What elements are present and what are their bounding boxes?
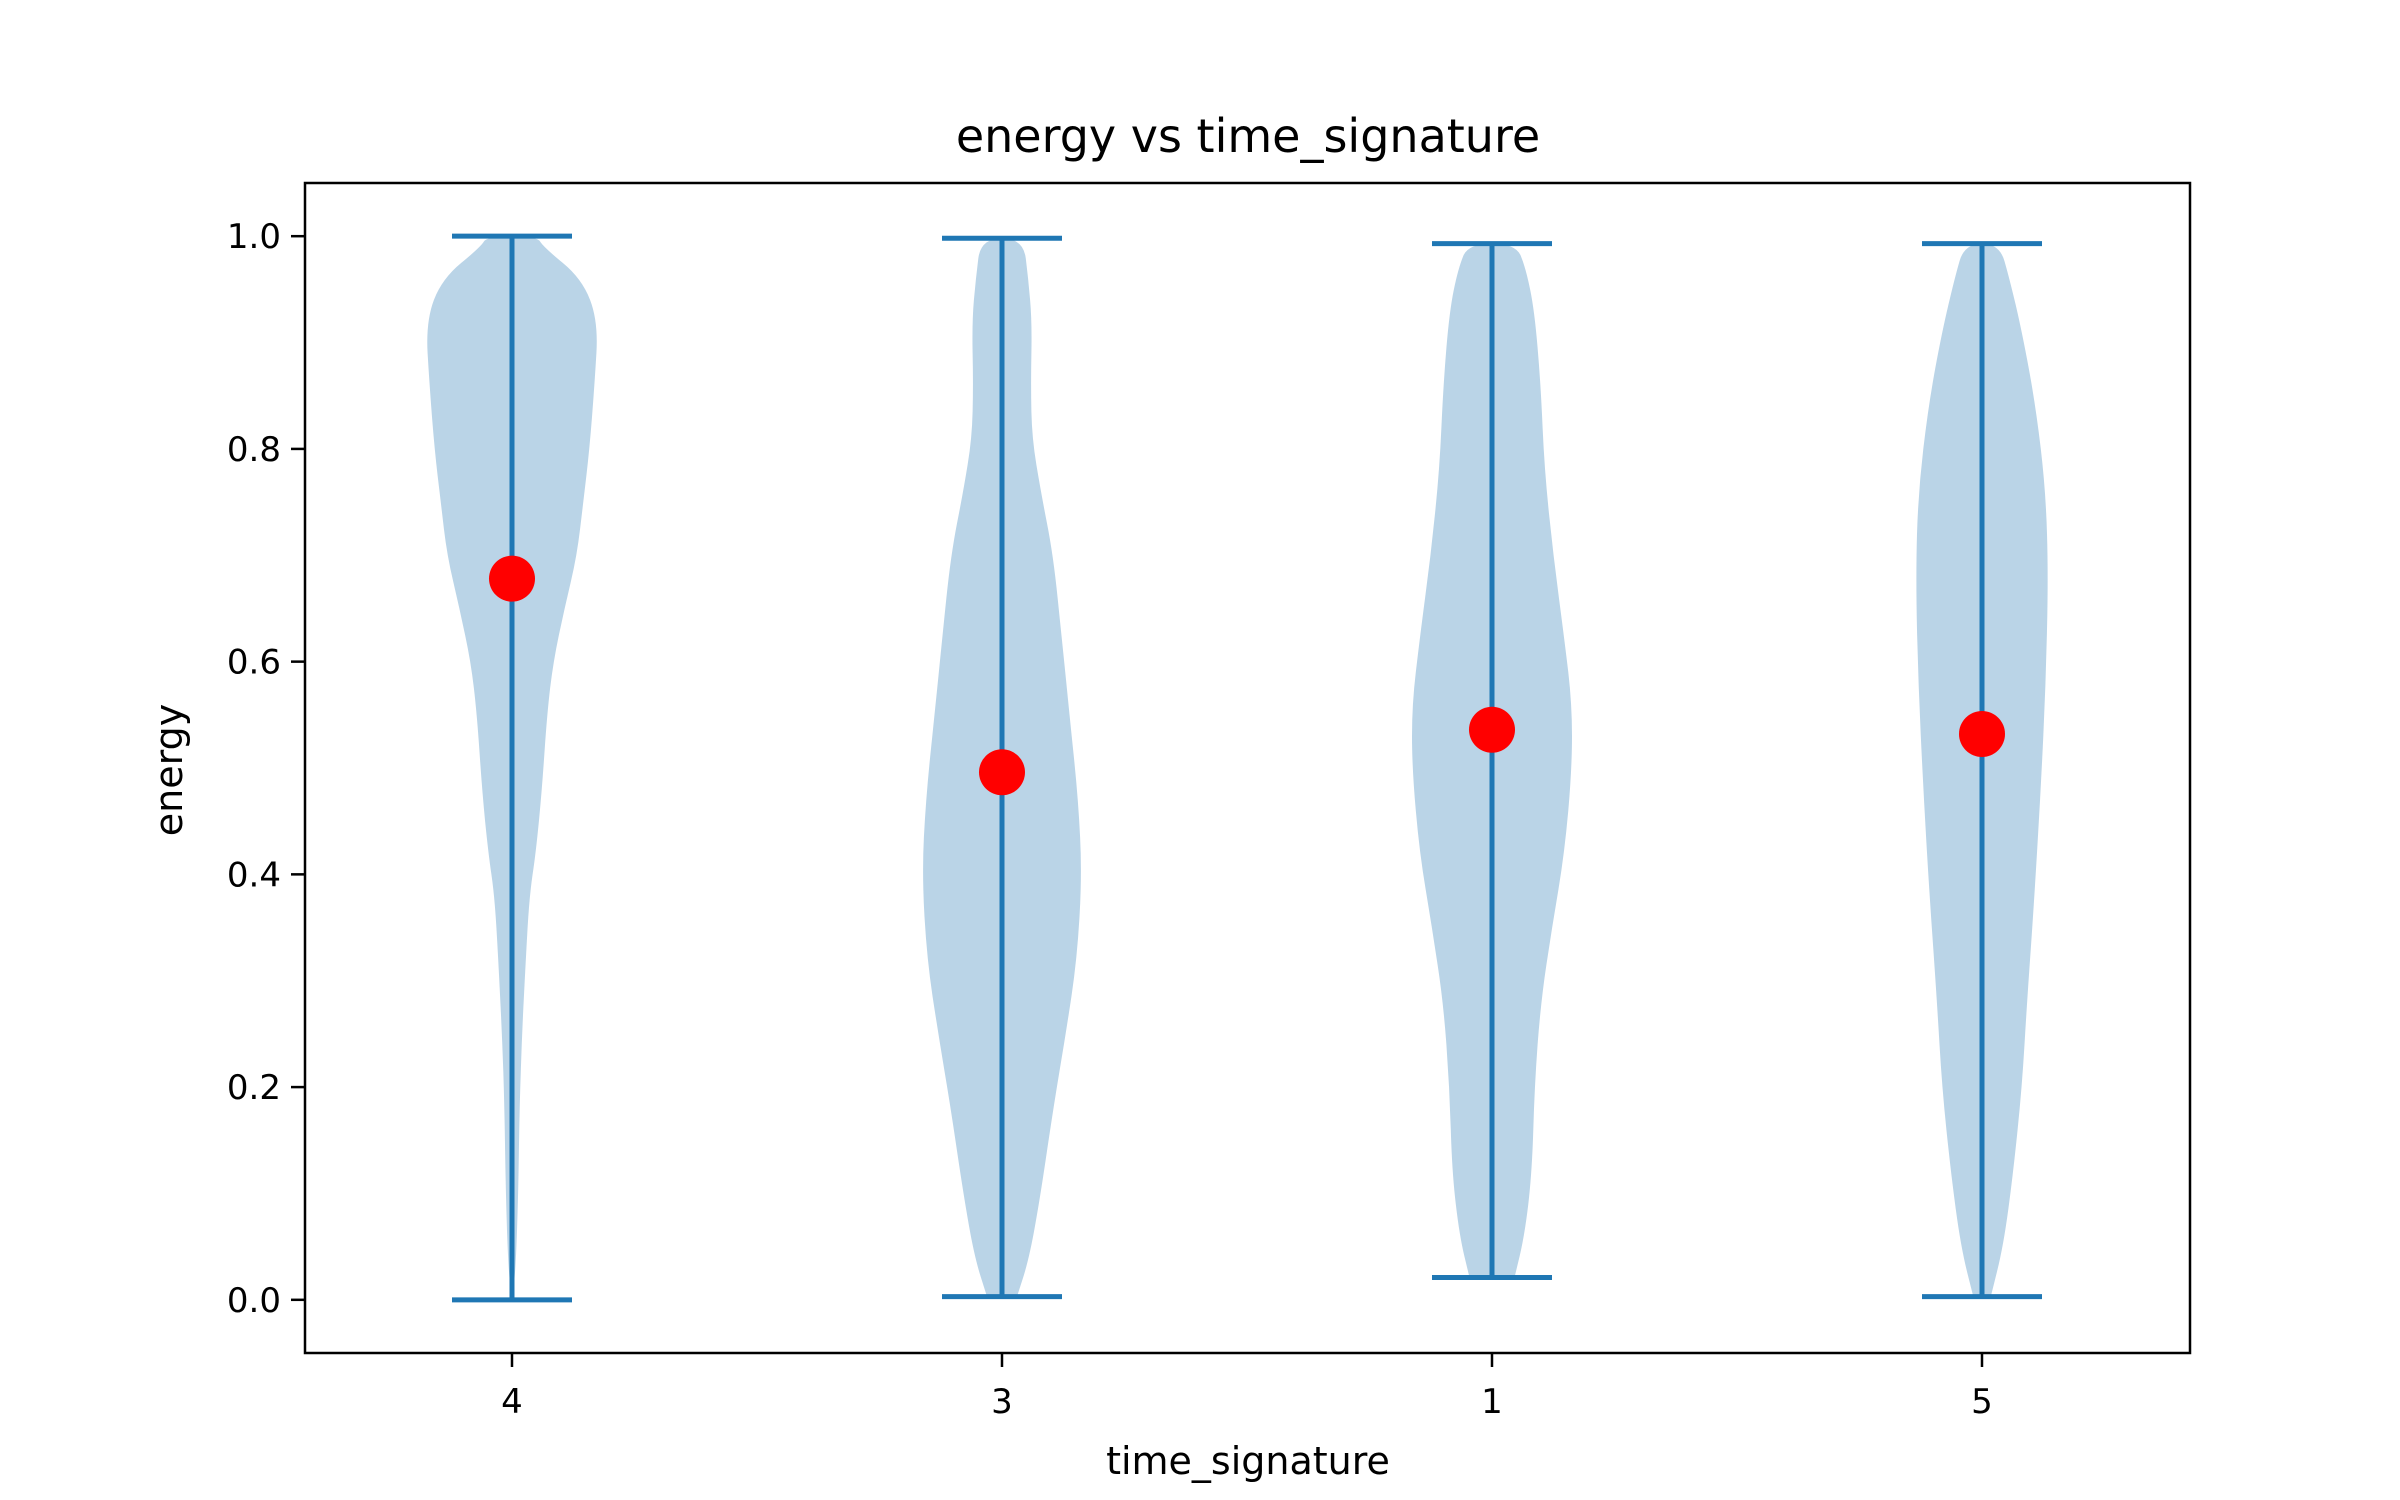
y-axis-label: energy — [147, 704, 191, 836]
x-tick-label-3: 3 — [991, 1382, 1013, 1422]
x-tick-label-5: 5 — [1971, 1382, 1993, 1422]
y-tick-label-1.0: 1.0 — [227, 217, 281, 257]
y-tick-label-0.8: 0.8 — [227, 430, 281, 470]
mean-marker-5 — [1959, 710, 2005, 757]
mean-marker-1 — [1469, 706, 1515, 753]
y-tick-label-0.4: 0.4 — [227, 855, 281, 895]
x-tick-label-4: 4 — [501, 1382, 523, 1422]
chart-title: energy vs time_signature — [956, 109, 1540, 163]
plot-area: 0.0 0.2 0.4 0.6 0.8 1.0 4 3 1 5 — [227, 181, 2192, 1422]
x-tick-label-1: 1 — [1481, 1382, 1503, 1422]
y-tick-label-0.2: 0.2 — [227, 1068, 281, 1108]
y-tick-label-0.0: 0.0 — [227, 1281, 281, 1321]
mean-marker-3 — [979, 749, 1025, 796]
mean-marker-4 — [489, 555, 535, 602]
plot-frame — [303, 181, 2192, 1355]
x-axis-label: time_signature — [1106, 1439, 1390, 1483]
y-tick-label-0.6: 0.6 — [227, 643, 281, 683]
